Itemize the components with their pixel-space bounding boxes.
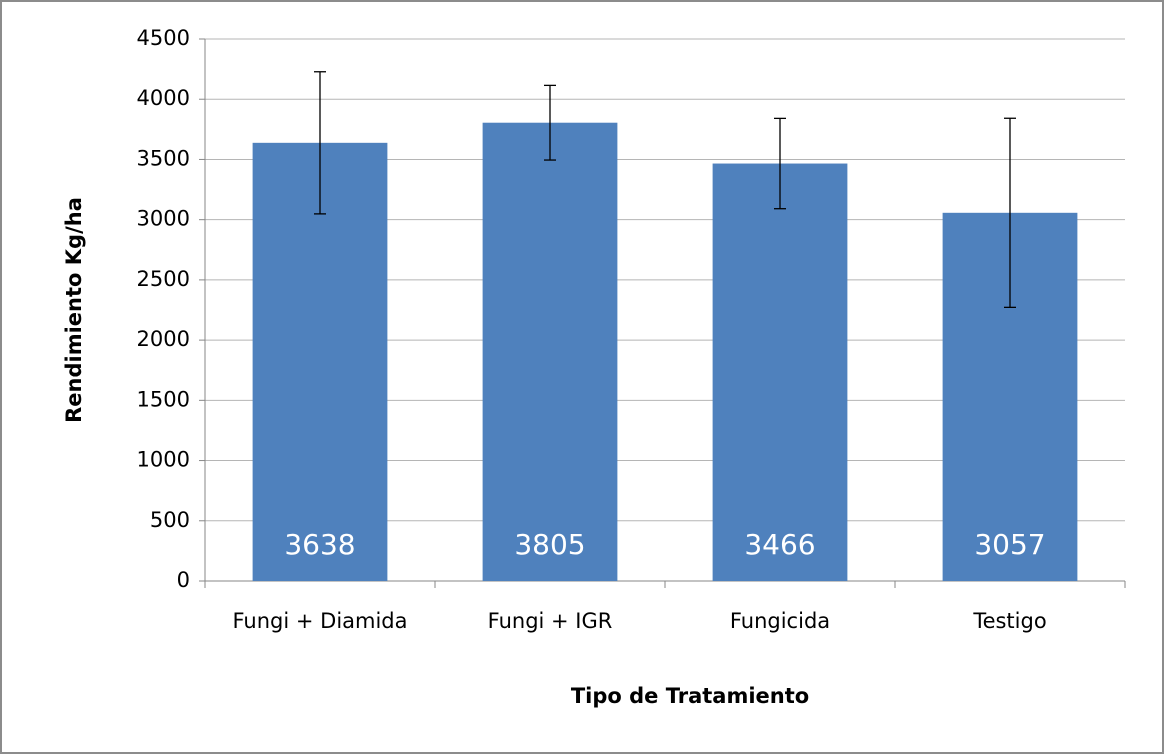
x-tick-label: Fungi + IGR (488, 609, 613, 633)
x-axis-title: Tipo de Tratamiento (571, 684, 809, 708)
bar (712, 163, 848, 581)
y-tick-label: 500 (150, 508, 190, 532)
error-bar (314, 71, 326, 215)
bar (482, 122, 618, 581)
data-label: 3638 (284, 528, 355, 561)
y-tick-label: 2500 (137, 267, 190, 291)
error-bar (774, 117, 786, 210)
y-tick-label: 4000 (137, 86, 190, 110)
error-bar (1004, 117, 1016, 309)
x-tick-label: Testigo (972, 609, 1046, 633)
data-label: 3466 (744, 528, 815, 561)
bar (252, 142, 388, 581)
x-tick-label: Fungicida (730, 609, 830, 633)
y-tick-label: 3000 (137, 207, 190, 231)
y-tick-label: 1000 (137, 448, 190, 472)
y-axis-title: Rendimiento Kg/ha (62, 197, 86, 423)
data-label: 3057 (974, 528, 1045, 561)
y-tick-label: 1500 (137, 387, 190, 411)
y-tick-label: 3500 (137, 146, 190, 170)
y-tick-label: 2000 (137, 327, 190, 351)
error-bar (544, 84, 556, 161)
x-tick-label: Fungi + Diamida (232, 609, 407, 633)
y-tick-label: 4500 (137, 26, 190, 50)
data-label: 3805 (514, 528, 585, 561)
y-tick-label: 0 (177, 568, 190, 592)
